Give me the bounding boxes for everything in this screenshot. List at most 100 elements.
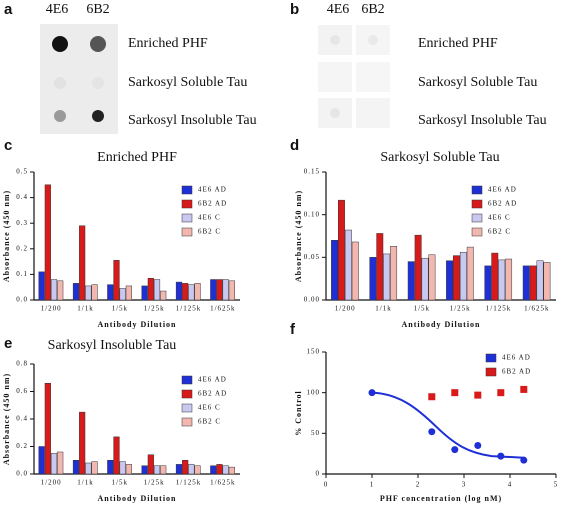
legend-swatch	[181, 389, 193, 399]
legend-swatch	[485, 367, 497, 377]
fit-curve	[371, 391, 524, 459]
y-tick-label: 0	[316, 470, 321, 478]
bar	[72, 460, 80, 475]
legend-label: 4E6 AD	[198, 186, 227, 194]
bar	[44, 184, 51, 301]
legend-swatch	[471, 185, 483, 195]
blot-membrane	[318, 62, 352, 92]
legend-label: 6B2 C	[198, 418, 221, 426]
legend-swatch	[471, 199, 483, 209]
bar	[338, 199, 345, 301]
legend-label: 4E6 C	[198, 214, 221, 222]
y-tick-label: 0.05	[304, 253, 320, 261]
blot-dot	[54, 77, 66, 89]
bar	[228, 280, 235, 301]
y-tick-label: 0.00	[304, 296, 320, 304]
legend-swatch	[181, 417, 193, 427]
panel-label: b	[290, 1, 299, 18]
x-tick-label: 1/200	[41, 479, 62, 487]
point	[497, 452, 505, 460]
blot-dot	[54, 110, 66, 122]
column-label: 6B2	[361, 2, 384, 17]
y-axis-label: Absorbance (450 nm)	[294, 190, 303, 282]
y-tick-label: 0.0	[16, 470, 28, 478]
x-tick-label: 1/1k	[375, 305, 391, 313]
blot-dot	[92, 110, 104, 122]
x-tick-label: 4	[508, 481, 513, 489]
legend-label: 4E6 AD	[198, 376, 227, 384]
bar	[107, 460, 114, 475]
bar	[91, 284, 98, 301]
point	[451, 389, 459, 397]
chart-title: Sarkosyl Insoluble Tau	[48, 338, 177, 353]
bar	[153, 465, 161, 475]
legend-label: 4E6 C	[488, 214, 511, 222]
bar	[331, 240, 339, 301]
bar	[390, 245, 398, 301]
point	[497, 389, 505, 397]
y-tick-label: 0.15	[304, 168, 320, 176]
bar	[125, 285, 132, 301]
row-label: Enriched PHF	[418, 36, 498, 51]
bar	[175, 464, 183, 475]
x-tick-label: 1	[370, 481, 375, 489]
bar	[491, 252, 499, 301]
x-axis-label: Antibody Dilution	[97, 320, 176, 329]
legend-label: 6B2 C	[488, 228, 511, 236]
point	[428, 393, 436, 401]
bar	[428, 254, 436, 301]
y-tick-label: 0.8	[16, 360, 28, 368]
y-tick-label: 0.0	[16, 296, 28, 304]
legend-swatch	[181, 213, 193, 223]
bar	[38, 271, 45, 301]
bar	[125, 464, 132, 475]
row-label: Sarkosyl Soluble Tau	[418, 75, 537, 90]
x-tick-label: 1/625k	[210, 305, 235, 313]
x-tick-label: 1/5k	[414, 305, 430, 313]
x-axis-label: PHF concentration (log nM)	[380, 494, 502, 503]
bar	[147, 277, 154, 301]
panel-label: c	[4, 137, 12, 154]
bar	[44, 383, 51, 475]
point	[474, 442, 482, 450]
y-tick-label: 0.2	[16, 442, 28, 450]
bar	[529, 265, 537, 301]
blot-membrane	[356, 62, 390, 92]
bar	[522, 265, 530, 301]
x-tick-label: 1/625k	[524, 305, 549, 313]
bar	[484, 265, 492, 301]
bar	[141, 465, 148, 475]
blot-membrane	[356, 98, 390, 128]
y-tick-label: 0.4	[16, 415, 28, 423]
bar	[222, 465, 229, 475]
bar	[344, 229, 352, 301]
bar	[210, 465, 217, 475]
panel-label: e	[4, 335, 12, 352]
bar	[505, 258, 513, 301]
panel-label: f	[290, 321, 296, 338]
bar	[216, 464, 223, 475]
legend-label: 6B2 AD	[502, 368, 531, 376]
y-axis-label: Absorbance (450 nm)	[2, 190, 11, 282]
point	[474, 391, 482, 399]
bar	[119, 288, 126, 301]
legend-label: 6B2 C	[198, 228, 221, 236]
legend-swatch	[181, 375, 193, 385]
column-label: 4E6	[46, 2, 69, 17]
y-tick-label: 0.4	[16, 193, 28, 201]
x-tick-label: 3	[462, 481, 467, 489]
bar	[72, 283, 80, 301]
bar	[182, 460, 189, 475]
row-label: Sarkosyl Soluble Tau	[128, 75, 247, 90]
point	[520, 456, 528, 464]
x-axis-label: Antibody Dilution	[401, 320, 480, 329]
x-tick-label: 1/1k	[77, 479, 93, 487]
blot-dot	[368, 35, 378, 45]
bar	[91, 461, 98, 475]
point	[520, 385, 528, 393]
legend-label: 4E6 AD	[502, 354, 531, 362]
x-tick-label: 1/5k	[112, 479, 128, 487]
bar	[147, 454, 154, 475]
y-tick-label: 150	[307, 348, 321, 356]
